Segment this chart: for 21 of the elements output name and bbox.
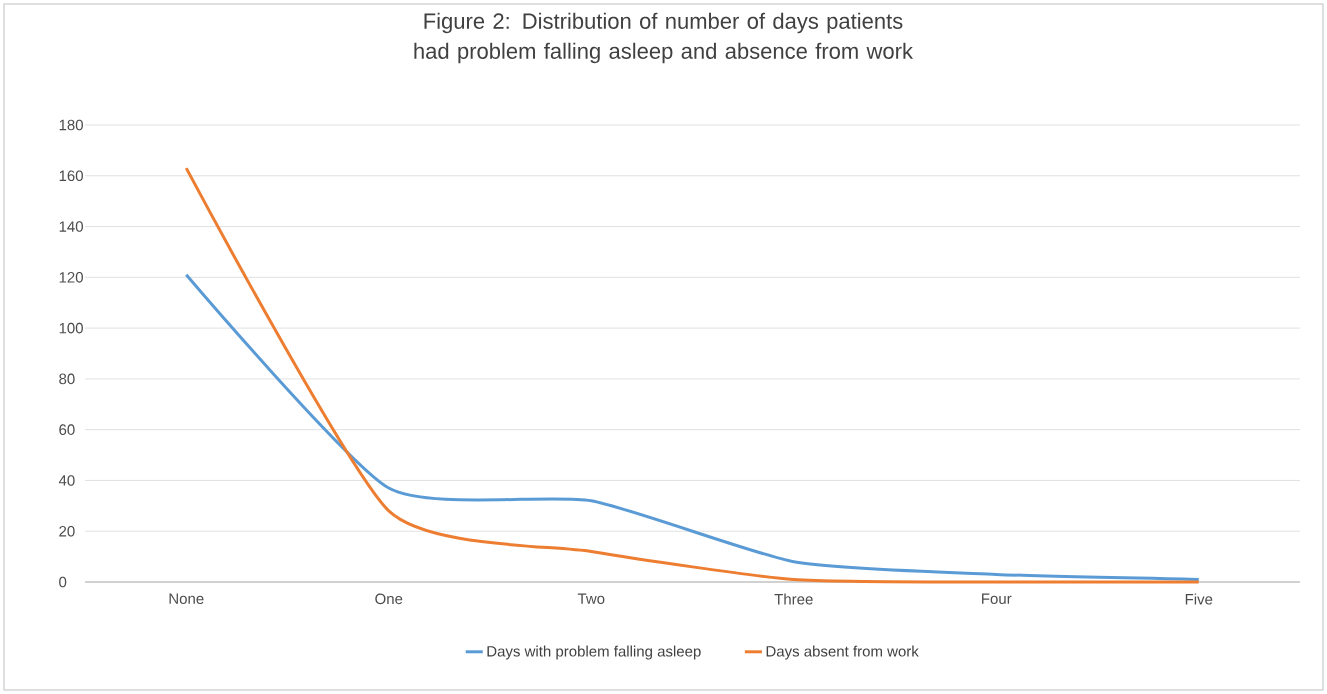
x-tick-label: Four	[982, 593, 1012, 604]
y-tick-label: 140	[59, 221, 83, 232]
y-tick-label: 20	[59, 525, 75, 537]
line-series	[184, 273, 1201, 581]
x-tick-label: Two	[577, 593, 605, 604]
y-tick-label: 60	[59, 424, 75, 435]
chart-title: Figure 2: Distribution of number of days patients had problem falling asleep and absence from work	[414, 12, 914, 64]
x-tick-label: Three	[774, 593, 813, 605]
x-tick-label: None	[169, 593, 204, 604]
line-series	[184, 166, 1201, 584]
legend-label: Days absent from work	[766, 645, 919, 660]
y-tick-label: 0	[59, 576, 67, 588]
x-tick-label: Five	[1185, 593, 1213, 605]
y-tick-label: 120	[59, 272, 83, 283]
x-tick-label: One	[375, 593, 403, 605]
y-tick-label: 80	[59, 373, 75, 385]
y-tick-label: 160	[59, 170, 83, 182]
y-tick-label: 180	[59, 119, 83, 131]
legend-label: Days with problem falling asleep	[487, 645, 701, 660]
y-tick-label: 100	[59, 322, 83, 334]
y-tick-label: 40	[58, 475, 75, 486]
